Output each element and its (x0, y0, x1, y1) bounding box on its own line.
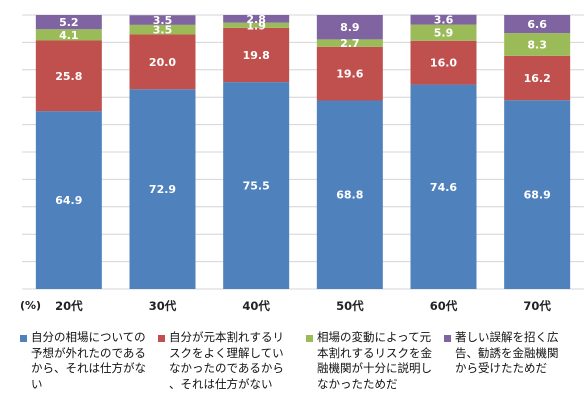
value-label: 2.8 (246, 13, 266, 26)
legend-label: 著しい誤解を招く広 告、勧誘を金融機関 から受けたためだ (455, 330, 559, 375)
x-tick-label: 40代 (242, 299, 270, 313)
bar-segment (504, 33, 571, 56)
x-tick-label: 60代 (430, 299, 458, 313)
bar-segment (504, 55, 571, 101)
value-label: 3.6 (434, 14, 454, 27)
x-tick-label: 20代 (55, 299, 83, 313)
legend-swatch-purple (444, 335, 451, 342)
legend-swatch-red (158, 335, 165, 342)
bar-segment (410, 40, 477, 85)
value-label: 3.5 (153, 24, 173, 37)
bar-segment (316, 100, 383, 289)
value-label: 68.8 (336, 189, 363, 202)
legend-item-insufficient-explanation: 相場の変動によって元 本割れするリスクを金 融機関が十分に説明し なかったためだ (306, 330, 434, 392)
bar-segment (223, 82, 290, 289)
value-label: 19.6 (336, 68, 363, 81)
bar-segment (410, 84, 477, 289)
bar-segment (35, 111, 102, 289)
value-label: 64.9 (55, 194, 82, 207)
bar-segment (129, 89, 196, 289)
x-tick-label: 70代 (523, 299, 551, 313)
x-tick-label: 50代 (336, 299, 364, 313)
bars (35, 14, 571, 290)
y-unit-label: (%) (20, 299, 41, 312)
legend-item-risk-not-understood: 自分が元本割れするリ スクをよく理解してい なかったのであるから 、それは仕方が… (158, 330, 288, 392)
bar-segment (223, 15, 290, 23)
gridlines (22, 14, 584, 290)
bar-segment (223, 27, 290, 83)
bar-segment (504, 100, 571, 290)
value-label: 75.5 (243, 180, 270, 193)
value-label: 5.9 (434, 27, 454, 40)
value-label: 19.8 (243, 49, 270, 62)
legend-item-misleading-ads: 著しい誤解を招く広 告、勧誘を金融機関 から受けたためだ (444, 330, 574, 377)
value-labels: 64.925.84.15.272.920.03.53.575.519.81.92… (55, 13, 550, 207)
value-label: 1.9 (246, 19, 266, 32)
legend-label: 自分が元本割れするリ スクをよく理解してい なかったのであるから 、それは仕方が… (169, 330, 284, 391)
bar-segment (223, 22, 290, 28)
legend-swatch-green (306, 335, 313, 342)
bar-segment (316, 46, 383, 101)
value-label: 72.9 (149, 183, 176, 196)
legend-label: 自分の相場についての 予想が外れたのである から、それは仕方がな い (31, 330, 146, 391)
legend: 自分の相場についての 予想が外れたのである から、それは仕方がな い 自分が元本… (20, 330, 580, 414)
value-label: 2.7 (340, 37, 360, 50)
bar-segment (316, 39, 383, 47)
value-label: 16.0 (430, 57, 457, 70)
legend-swatch-blue (20, 335, 27, 342)
value-label: 3.5 (153, 14, 173, 27)
value-label: 68.9 (524, 189, 551, 202)
bar-segment (129, 34, 196, 90)
x-tick-label: 30代 (149, 299, 177, 313)
value-label: 20.0 (149, 56, 176, 69)
bar-segment (35, 40, 102, 112)
value-label: 16.2 (524, 72, 551, 85)
bar-segment (35, 29, 102, 41)
legend-item-forecast-missed: 自分の相場についての 予想が外れたのである から、それは仕方がな い (20, 330, 148, 392)
bar-segment (129, 24, 196, 35)
bar-segment (316, 15, 383, 40)
bar-segment (410, 24, 477, 41)
value-label: 25.8 (55, 70, 82, 83)
bar-segment (504, 15, 571, 34)
x-axis: (%) 20代 30代 40代 50代 60代 70代 (20, 299, 551, 313)
value-label: 4.1 (59, 29, 79, 42)
stacked-bar-chart: 64.925.84.15.272.920.03.53.575.519.81.92… (20, 13, 584, 313)
legend-label: 相場の変動によって元 本割れするリスクを金 融機関が十分に説明し なかったためだ (317, 330, 432, 391)
value-label: 8.9 (340, 21, 360, 34)
bar-segment (410, 14, 477, 25)
value-label: 74.6 (430, 181, 457, 194)
bar-segment (35, 15, 102, 30)
value-label: 6.6 (527, 18, 547, 31)
value-label: 5.2 (59, 16, 79, 29)
value-label: 8.3 (527, 38, 547, 51)
bar-segment (129, 15, 196, 25)
